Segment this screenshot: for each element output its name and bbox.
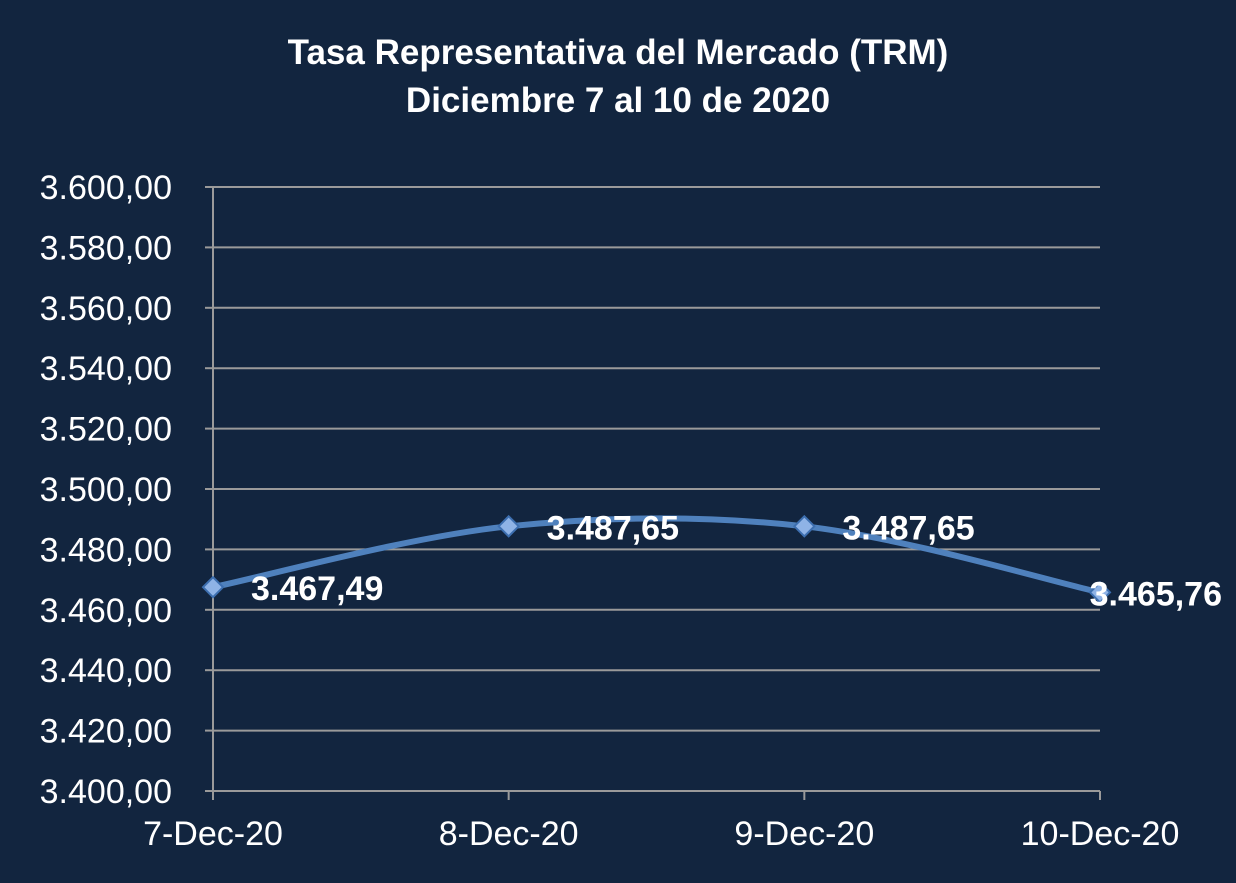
y-tick-label: 3.600,00	[40, 169, 172, 207]
series-line	[210, 515, 1103, 596]
data-point-marker	[497, 514, 521, 538]
data-label: 3.487,65	[842, 509, 974, 547]
x-tick-label: 9-Dec-20	[734, 815, 874, 853]
chart-title: Tasa Representativa del Mercado (TRM)	[287, 33, 949, 72]
y-tick-label: 3.420,00	[40, 713, 172, 751]
data-point-marker	[1088, 580, 1112, 604]
y-tick-label: 3.580,00	[40, 229, 172, 267]
x-tick-label: 10-Dec-20	[1021, 815, 1180, 853]
y-tick-label: 3.460,00	[40, 592, 172, 630]
y-tick-label: 3.560,00	[40, 290, 172, 328]
data-point-marker	[201, 575, 225, 599]
data-label: 3.467,49	[251, 570, 383, 608]
x-tick-label: 8-Dec-20	[439, 815, 579, 853]
data-label: 3.487,65	[547, 509, 679, 547]
y-tick-label: 3.540,00	[40, 350, 172, 388]
y-tick-label: 3.440,00	[40, 652, 172, 690]
y-tick-label: 3.500,00	[40, 471, 172, 509]
x-tick-label: 7-Dec-20	[143, 815, 283, 853]
data-point-marker	[792, 514, 816, 538]
y-tick-label: 3.480,00	[40, 531, 172, 569]
y-tick-label: 3.400,00	[40, 773, 172, 811]
data-label: 3.465,76	[1090, 575, 1222, 613]
y-tick-label: 3.520,00	[40, 411, 172, 449]
chart-subtitle: Diciembre 7 al 10 de 2020	[405, 81, 831, 120]
